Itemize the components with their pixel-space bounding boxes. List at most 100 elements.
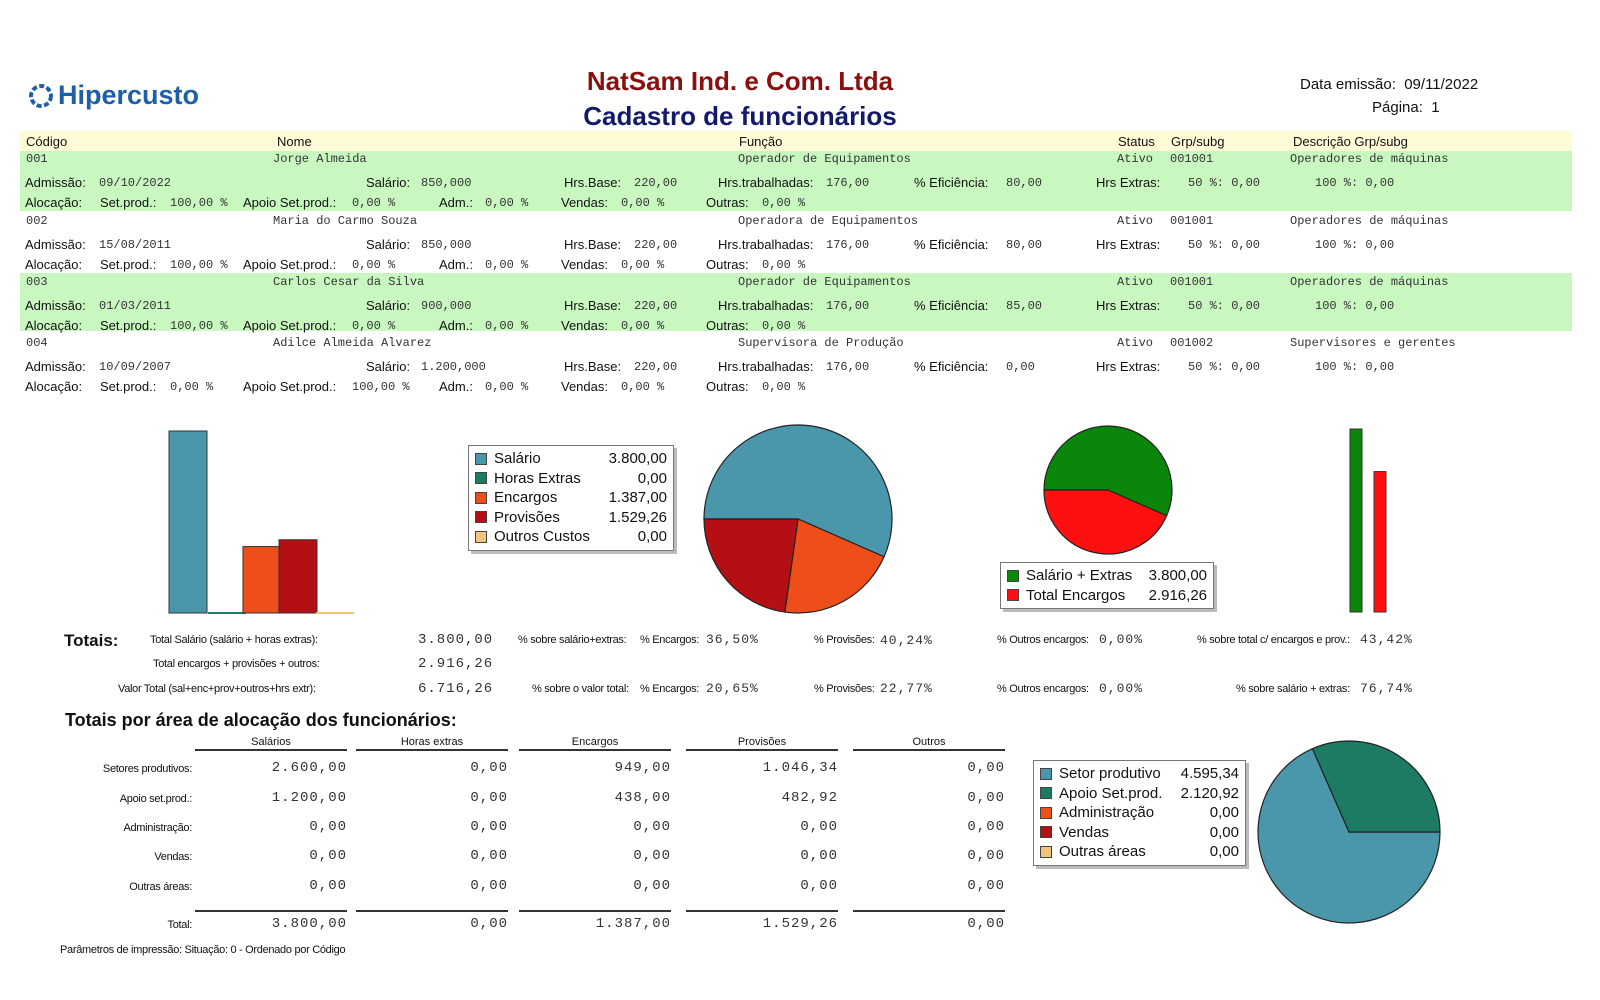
- area-pie-slice-0: [1257, 747, 1441, 924]
- total-encargos-value: 2.916,26: [418, 656, 494, 672]
- outras-label: Outras:: [706, 195, 749, 210]
- cost-pie-slice-2: [784, 518, 885, 614]
- adm-value: 0,00 %: [485, 319, 529, 333]
- legend-item-administracao: Administração 0,00: [1040, 803, 1239, 823]
- admission-label: Admissão:: [25, 298, 86, 313]
- salary-value: 1.200,000: [421, 360, 486, 374]
- extra-hours-50: 50 %: 0,00: [1188, 176, 1261, 190]
- logo-icon: [29, 83, 53, 108]
- set-prod-value: 0,00 %: [170, 380, 214, 394]
- area-total-cell: 0,00: [470, 916, 508, 932]
- adm-label: Adm.:: [439, 257, 473, 272]
- area-cell: 0,00: [470, 878, 508, 894]
- worked-hours-value: 176,00: [826, 176, 870, 190]
- total-divider: [686, 910, 838, 912]
- legend-label: Vendas: [1059, 823, 1110, 841]
- salario-extras-swatch: [1007, 569, 1019, 582]
- pct-sal-label: % sobre salário+extras:: [518, 634, 627, 646]
- col-nome: Nome: [277, 134, 312, 149]
- employee-name: Jorge Almeida: [273, 152, 367, 166]
- salary-pie-slice-1: [1043, 489, 1168, 555]
- area-cell: 0,00: [633, 878, 671, 894]
- outras-label: Outras:: [706, 318, 749, 333]
- legend-item-horas-extras: Horas Extras 0,00: [475, 469, 667, 489]
- legend-label: Provisões: [494, 508, 560, 526]
- area-cell: 0,00: [470, 760, 508, 776]
- employee-code: 001: [26, 152, 48, 166]
- administracao-swatch: [1040, 806, 1052, 819]
- pct-provisoes2-value: 22,77%: [880, 681, 933, 696]
- vendas-label: Vendas:: [561, 318, 608, 333]
- employee-code: 003: [26, 275, 48, 289]
- allocation-label: Alocação:: [25, 318, 83, 333]
- area-total-cell: 3.800,00: [271, 916, 347, 932]
- efficiency-label: % Eficiência:: [914, 298, 989, 313]
- legend-value: 0,00: [637, 469, 667, 487]
- row-highlight: [20, 151, 1572, 211]
- pct-encargos2-label: % Encargos:: [640, 683, 700, 695]
- set-prod-label: Set.prod.:: [100, 379, 157, 394]
- area-row-label: Apoio set.prod.:: [119, 793, 193, 805]
- area-cell: 0,00: [800, 819, 838, 835]
- area-cell: 482,92: [781, 790, 838, 806]
- pct-encargos2-value: 20,65%: [706, 681, 759, 696]
- legend-value: 0,00: [1209, 843, 1239, 861]
- legend-salary-vs-charges: Salário + Extras 3.800,00 Total Encargos 2…: [1000, 562, 1214, 609]
- apoio-label: Apoio Set.prod.:: [243, 379, 337, 394]
- efficiency-value: 0,00: [1006, 360, 1035, 374]
- worked-hours-label: Hrs.trabalhadas:: [718, 237, 814, 252]
- total-salario-label: Total Salário (salário + horas extras):: [150, 634, 318, 646]
- extra-hours-100: 100 %: 0,00: [1315, 299, 1395, 313]
- area-cell: 1.046,34: [762, 760, 838, 776]
- salary-label: Salário:: [366, 359, 411, 374]
- pct-salario-value: 76,74%: [1360, 681, 1413, 696]
- legend-value: 0,00: [1209, 804, 1239, 822]
- legend-item-outros: Outros Custos 0,00: [475, 527, 667, 547]
- area-cell: 0,00: [967, 790, 1005, 806]
- area-column-header: Salários: [195, 736, 347, 751]
- pct-provisoes-label: % Provisões:: [814, 634, 875, 646]
- pct-total-value: 43,42%: [1360, 632, 1413, 647]
- col-status: Status: [1118, 134, 1155, 149]
- area-column-header: Provisões: [686, 736, 838, 751]
- base-hours-value: 220,00: [634, 360, 678, 374]
- totals-title: Totais:: [64, 631, 119, 650]
- emission-label: Data emissão:: [1300, 76, 1396, 93]
- set-prod-value: 100,00 %: [170, 258, 228, 272]
- legend-label: Outros Custos: [494, 528, 590, 546]
- employee-code: 002: [26, 214, 48, 228]
- outras-label: Outras:: [706, 257, 749, 272]
- vendas-value: 0,00 %: [621, 258, 665, 272]
- area-cell: 1.200,00: [271, 790, 347, 806]
- salario-swatch: [475, 452, 487, 465]
- worked-hours-label: Hrs.trabalhadas:: [718, 359, 814, 374]
- legend-item-salario: Salário 3.800,00: [475, 449, 667, 469]
- extra-hours-label: Hrs Extras:: [1096, 237, 1161, 252]
- legend-value: 0,00: [637, 528, 667, 546]
- allocation-label: Alocação:: [25, 257, 83, 272]
- admission-date: 01/03/2011: [99, 299, 172, 313]
- apoio-label: Apoio Set.prod.:: [243, 257, 337, 272]
- efficiency-value: 85,00: [1006, 299, 1043, 313]
- pct-total-label: % sobre total c/ encargos e prov.:: [1197, 634, 1350, 646]
- logo: Hipercusto: [28, 80, 199, 111]
- apoio-value: 0,00 %: [352, 258, 396, 272]
- legend-value: 0,00: [1209, 823, 1239, 841]
- adm-value: 0,00 %: [485, 196, 529, 210]
- area-pie-slice-1: [1311, 740, 1441, 833]
- base-hours-value: 220,00: [634, 238, 678, 252]
- legend-label: Apoio Set.prod.: [1059, 784, 1163, 802]
- report-title: Cadastro de funcionários: [583, 101, 897, 131]
- area-column-header: Encargos: [519, 736, 671, 751]
- base-hours-label: Hrs.Base:: [564, 298, 622, 313]
- pct-encargos-label: % Encargos:: [640, 634, 700, 646]
- employee-group: 001001: [1170, 214, 1214, 228]
- extra-hours-label: Hrs Extras:: [1096, 175, 1161, 190]
- allocation-label: Alocação:: [25, 195, 83, 210]
- company-name: NatSam Ind. e Com. Ltda: [586, 66, 894, 96]
- employee-code: 004: [26, 336, 48, 350]
- area-row-label: Outras áreas:: [129, 881, 192, 893]
- page-number: Página: 1: [1372, 99, 1440, 116]
- apoio-value: 0,00 %: [352, 196, 396, 210]
